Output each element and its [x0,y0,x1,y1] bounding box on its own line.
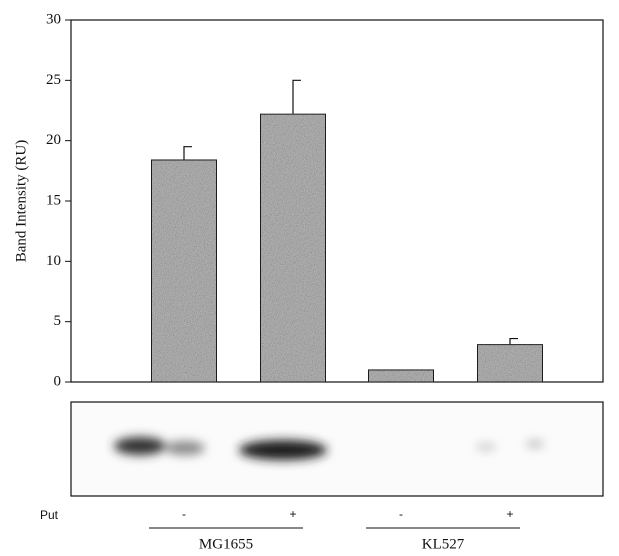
bar [478,345,543,382]
figure: Band Intensity (RU) Put 0 5 10 15 20 25 30 - + - +… [0,0,619,556]
gel-band [114,437,166,455]
x-tick-label: - [182,507,186,521]
y-tick-label: 30 [46,11,61,27]
y-tick-label: 5 [54,313,62,329]
bar [261,114,326,382]
error-bar [184,147,192,160]
plot-frame [71,20,603,382]
x-tick-label: + [506,507,513,521]
gel-band [239,440,327,460]
gel-band [476,444,496,450]
y-tick-label: 15 [46,192,61,208]
y-tick-label: 10 [46,253,61,269]
row-label: Put [40,508,59,522]
error-bar [293,80,301,114]
gel-band [526,441,544,447]
error-bar [510,339,518,345]
bar [369,370,434,382]
y-axis-label: Band Intensity (RU) [13,140,29,262]
y-tick-label: 20 [46,132,61,148]
x-tick-label: + [289,507,296,521]
x-tick-label: - [399,507,403,521]
group-label: KL527 [422,536,465,552]
gel-band [165,441,205,455]
group-label: MG1655 [199,536,253,552]
bar [152,160,217,382]
y-tick-label: 0 [54,373,62,389]
y-tick-label: 25 [46,72,61,88]
